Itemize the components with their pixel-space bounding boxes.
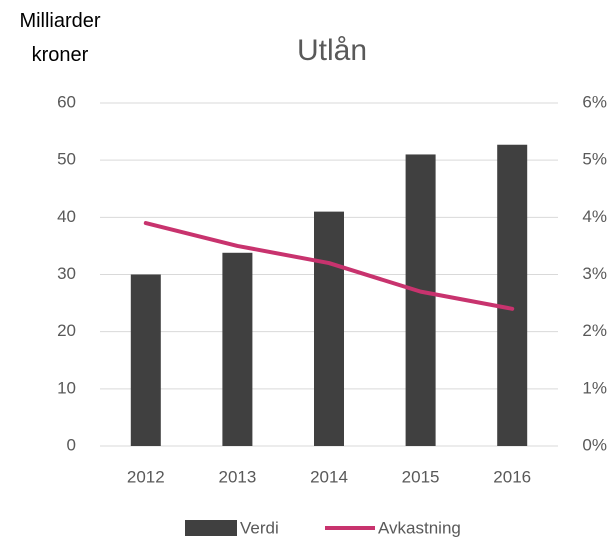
y2-tick-label: 6% xyxy=(582,92,607,111)
y2-tick-label: 0% xyxy=(582,435,607,454)
y2-tick-label: 4% xyxy=(582,207,607,226)
y-tick-label: 0 xyxy=(67,435,76,454)
y-tick-label: 50 xyxy=(57,150,76,169)
bar xyxy=(222,252,253,446)
x-tick-label: 2016 xyxy=(493,467,531,486)
bar xyxy=(314,211,344,446)
y2-tick-label: 3% xyxy=(582,264,607,283)
y-tick-label: 20 xyxy=(57,321,76,340)
bar xyxy=(130,274,161,446)
y-tick-label: 10 xyxy=(57,378,76,397)
chart-title: Utlån xyxy=(297,34,367,67)
y-tick-label: 30 xyxy=(57,264,76,283)
x-tick-label: 2013 xyxy=(218,467,256,486)
y2-tick-label: 5% xyxy=(582,150,607,169)
y-tick-label: 60 xyxy=(57,92,76,111)
y-axis-title: Milliarder kroner xyxy=(19,10,101,66)
y2-tick-label: 1% xyxy=(582,378,607,397)
legend-label: Avkastning xyxy=(378,518,461,537)
legend-swatch xyxy=(185,520,237,536)
x-tick-label: 2015 xyxy=(402,467,440,486)
x-tick-label: 2014 xyxy=(310,467,348,486)
bar xyxy=(497,144,528,446)
line xyxy=(143,221,515,311)
y-tick-label: 40 xyxy=(57,207,76,226)
y2-tick-label: 2% xyxy=(582,321,607,340)
x-tick-label: 2012 xyxy=(127,467,165,486)
bar xyxy=(405,154,436,446)
legend-label: Verdi xyxy=(240,518,279,537)
